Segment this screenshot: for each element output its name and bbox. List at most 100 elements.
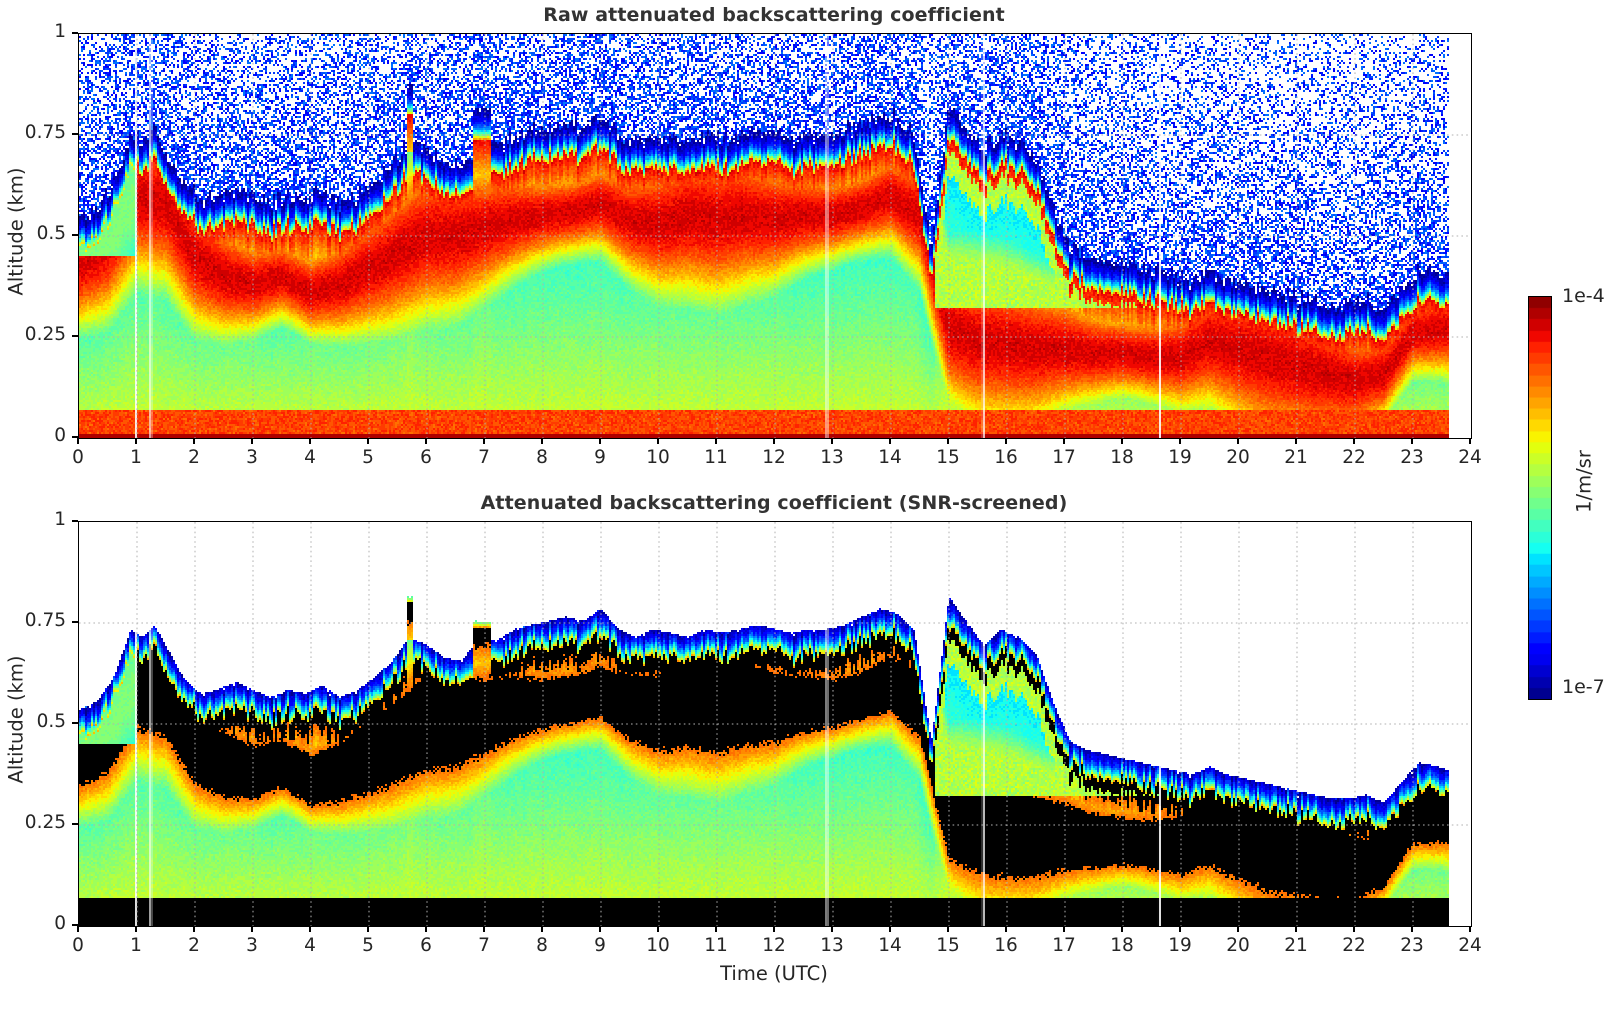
y-tick-label-raw-3: 0.75 [24,122,66,143]
y-tick-mark [72,335,78,337]
x-tick-mark [425,438,427,445]
heatmap-panel-snr [78,521,1472,927]
x-tick-mark [77,926,79,933]
x-tick-mark [1179,438,1181,445]
x-tick-mark [889,926,891,933]
x-tick-mark [367,926,369,933]
x-tick-label-snr-14: 14 [878,935,902,956]
x-tick-mark [657,926,659,933]
y-tick-label-raw-4: 1 [54,21,66,42]
x-tick-mark [251,438,253,445]
x-tick-label-snr-7: 7 [478,935,490,956]
y-tick-mark [72,722,78,724]
x-tick-label-snr-24: 24 [1458,935,1482,956]
x-tick-label-raw-21: 21 [1284,447,1308,468]
x-tick-mark [1353,926,1355,933]
x-tick-mark [135,438,137,445]
x-tick-mark [309,926,311,933]
x-tick-label-snr-2: 2 [188,935,200,956]
y-tick-mark [72,621,78,623]
x-tick-mark [367,438,369,445]
x-tick-label-snr-15: 15 [936,935,960,956]
y-tick-mark [72,436,78,438]
y-tick-mark [72,520,78,522]
y-tick-label-snr-1: 0.25 [24,812,66,833]
y-tick-mark [72,823,78,825]
y-tick-mark [72,924,78,926]
x-tick-label-raw-2: 2 [188,447,200,468]
x-tick-mark [889,438,891,445]
x-tick-mark [1353,438,1355,445]
x-tick-label-snr-0: 0 [72,935,84,956]
x-tick-label-raw-14: 14 [878,447,902,468]
x-tick-label-raw-12: 12 [762,447,786,468]
x-tick-label-raw-15: 15 [936,447,960,468]
x-tick-label-snr-12: 12 [762,935,786,956]
y-tick-label-raw-1: 0.25 [24,324,66,345]
x-tick-mark [541,926,543,933]
x-tick-label-raw-23: 23 [1400,447,1424,468]
x-axis-title: Time (UTC) [720,962,828,985]
x-tick-label-snr-6: 6 [420,935,432,956]
colorbar-canvas [1529,297,1551,699]
x-tick-label-snr-21: 21 [1284,935,1308,956]
x-tick-label-snr-8: 8 [536,935,548,956]
x-tick-label-raw-20: 20 [1226,447,1250,468]
x-tick-label-raw-6: 6 [420,447,432,468]
x-tick-label-snr-19: 19 [1168,935,1192,956]
x-tick-label-raw-11: 11 [704,447,728,468]
x-tick-mark [773,438,775,445]
colorbar [1528,296,1552,700]
x-tick-mark [1295,438,1297,445]
x-tick-label-raw-1: 1 [130,447,142,468]
y-tick-label-raw-2: 0.5 [36,223,66,244]
x-tick-label-raw-4: 4 [304,447,316,468]
x-tick-mark [77,438,79,445]
x-tick-label-snr-16: 16 [994,935,1018,956]
x-tick-mark [135,926,137,933]
x-tick-mark [309,438,311,445]
y-tick-label-raw-0: 0 [54,425,66,446]
x-tick-label-raw-10: 10 [646,447,670,468]
x-tick-mark [425,926,427,933]
x-tick-mark [1237,926,1239,933]
x-tick-label-raw-9: 9 [594,447,606,468]
x-tick-label-raw-8: 8 [536,447,548,468]
x-tick-mark [1295,926,1297,933]
x-tick-label-raw-18: 18 [1110,447,1134,468]
y-tick-mark [72,234,78,236]
heatmap-canvas-raw [79,34,1471,438]
x-tick-label-raw-13: 13 [820,447,844,468]
x-tick-label-raw-22: 22 [1342,447,1366,468]
x-tick-label-snr-18: 18 [1110,935,1134,956]
x-tick-mark [193,438,195,445]
panel-title-raw: Raw attenuated backscattering coefficien… [543,4,1005,26]
x-tick-label-snr-3: 3 [246,935,258,956]
x-tick-mark [1411,438,1413,445]
x-tick-label-snr-11: 11 [704,935,728,956]
x-tick-mark [483,926,485,933]
x-tick-mark [1469,438,1471,445]
x-tick-mark [1411,926,1413,933]
y-tick-mark [72,32,78,34]
x-tick-mark [1179,926,1181,933]
x-tick-label-snr-17: 17 [1052,935,1076,956]
x-tick-mark [193,926,195,933]
x-tick-mark [251,926,253,933]
x-tick-label-raw-16: 16 [994,447,1018,468]
y-tick-label-snr-2: 0.5 [36,711,66,732]
x-tick-mark [1063,438,1065,445]
x-tick-mark [1469,926,1471,933]
x-tick-mark [483,438,485,445]
x-tick-mark [947,926,949,933]
colorbar-min-label: 1e-7 [1562,676,1605,698]
x-tick-mark [1005,926,1007,933]
x-tick-mark [541,438,543,445]
x-tick-mark [831,926,833,933]
x-tick-mark [599,926,601,933]
x-tick-label-snr-13: 13 [820,935,844,956]
x-tick-label-raw-0: 0 [72,447,84,468]
y-tick-label-snr-3: 0.75 [24,610,66,631]
x-tick-mark [1121,926,1123,933]
y-tick-label-snr-4: 1 [54,509,66,530]
